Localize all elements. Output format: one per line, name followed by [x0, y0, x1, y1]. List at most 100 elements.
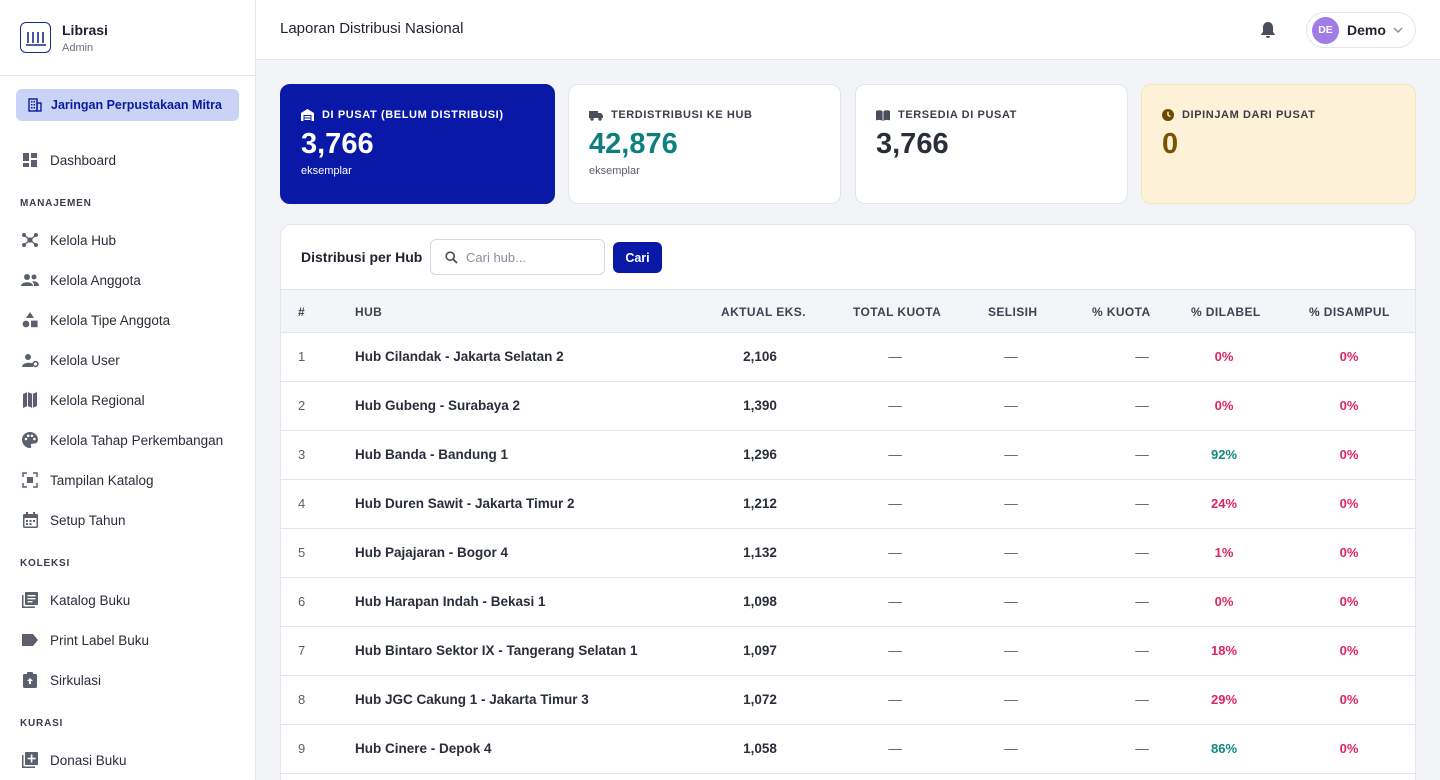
palette-icon: [20, 430, 40, 450]
table-row[interactable]: 2 Hub Gubeng - Surabaya 2 1,390 — — — 0% 0%: [281, 382, 1415, 431]
cell-hub: Hub Bintaro Sektor IX - Tangerang Selata…: [355, 643, 638, 658]
sidebar-item-label: Sirkulasi: [50, 672, 102, 688]
cell-hub: Hub Duren Sawit - Jakarta Timur 2: [355, 496, 575, 511]
cell-aktual: 1,097: [743, 643, 777, 658]
map-icon: [20, 390, 40, 410]
cell-kuota: —: [888, 398, 902, 413]
stat-unit: eksemplar: [589, 164, 640, 177]
cell-aktual: 1,098: [743, 594, 777, 609]
sidebar-item-kelola-tahap[interactable]: Kelola Tahap Perkembangan: [20, 428, 223, 452]
building-icon: [28, 98, 42, 112]
col-header-kuota[interactable]: TOTAL KUOTA: [853, 305, 942, 319]
table-row[interactable]: 8 Hub JGC Cakung 1 - Jakarta Timur 3 1,072…: [281, 676, 1415, 725]
book-list-icon: [20, 590, 40, 610]
stat-label: DI PUSAT (BELUM DISTRIBUSI): [322, 109, 504, 121]
cell-kuota: —: [888, 643, 902, 658]
table-row[interactable]: 4 Hub Duren Sawit - Jakarta Timur 2 1,212 —…: [281, 480, 1415, 529]
brand-name: Librasi: [62, 21, 108, 38]
stat-card-terdistribusi: TERDISTRIBUSI KE HUB 42,876 eksemplar: [568, 84, 841, 204]
table-row[interactable]: 3 Hub Banda - Bandung 1 1,296 — — — 92% 0%: [281, 431, 1415, 480]
clock-icon: [1162, 109, 1174, 121]
sidebar-item-print-label[interactable]: Print Label Buku: [20, 628, 149, 652]
sidebar-item-donasi-buku[interactable]: Donasi Buku: [20, 748, 127, 772]
nav-section-koleksi: KOLEKSI: [20, 558, 71, 569]
stat-unit: eksemplar: [301, 164, 352, 177]
table-row[interactable]: 9 Hub Cinere - Depok 4 1,058 — — — 86% 0%: [281, 725, 1415, 774]
sidebar-item-kelola-hub[interactable]: Kelola Hub: [20, 228, 116, 252]
panel-title: Distribusi per Hub: [301, 249, 423, 265]
cell-pct-kuota: —: [1135, 741, 1149, 756]
col-header-selisih[interactable]: SELISIH: [988, 305, 1038, 319]
brand[interactable]: Librasi Admin: [0, 0, 255, 76]
cell-selisih: —: [1004, 643, 1018, 658]
sidebar-item-sirkulasi[interactable]: Sirkulasi: [20, 668, 101, 692]
cell-no: 3: [298, 447, 306, 462]
search-icon: [445, 250, 458, 264]
cell-pct-sampul: 0%: [1339, 594, 1359, 609]
cell-pct-label: 0%: [1214, 594, 1234, 609]
cell-kuota: —: [888, 692, 902, 707]
avatar: DE: [1312, 16, 1339, 44]
cell-pct-kuota: —: [1135, 398, 1149, 413]
stat-label: DIPINJAM DARI PUSAT: [1182, 109, 1316, 121]
cell-pct-kuota: —: [1135, 496, 1149, 511]
sidebar-item-dashboard[interactable]: Dashboard: [20, 148, 116, 172]
bell-icon[interactable]: [1258, 20, 1278, 40]
col-header-pct-sampul[interactable]: % DISAMPUL: [1309, 305, 1390, 319]
table-row[interactable]: 6 Hub Harapan Indah - Bekasi 1 1,098 — — — 0% 0…: [281, 578, 1415, 627]
table-row[interactable]: 5 Hub Pajajaran - Bogor 4 1,132 — — — 1% 0%: [281, 529, 1415, 578]
sidebar-item-kelola-regional[interactable]: Kelola Regional: [20, 388, 145, 412]
table-row[interactable]: 1 Hub Cilandak - Jakarta Selatan 2 2,106 — —…: [281, 333, 1415, 382]
sidebar-item-label: Kelola User: [50, 352, 120, 368]
cell-selisih: —: [1004, 349, 1018, 364]
shapes-icon: [20, 310, 40, 330]
sidebar-item-label: Kelola Anggota: [50, 272, 141, 288]
search-button[interactable]: Cari: [613, 242, 662, 273]
sidebar-item-setup-tahun[interactable]: Setup Tahun: [20, 508, 126, 532]
col-header-hub[interactable]: HUB: [355, 305, 383, 319]
cell-aktual: 1,058: [743, 741, 777, 756]
cell-hub: Hub Gubeng - Surabaya 2: [355, 398, 521, 413]
page-title: Laporan Distribusi Nasional: [280, 20, 464, 37]
stat-value: 42,876: [589, 128, 678, 160]
search-input[interactable]: [466, 249, 586, 265]
sidebar: Librasi Admin Jaringan Perpustakaan Mitr…: [0, 0, 256, 780]
stat-card-di-pusat: DI PUSAT (BELUM DISTRIBUSI) 3,766 eksemp…: [280, 84, 555, 204]
col-header-pct-kuota[interactable]: % KUOTA: [1092, 305, 1151, 319]
search-field[interactable]: [430, 239, 605, 275]
sidebar-item-tampilan-katalog[interactable]: Tampilan Katalog: [20, 468, 154, 492]
cell-pct-sampul: 0%: [1339, 643, 1359, 658]
sidebar-item-label: Katalog Buku: [50, 592, 131, 608]
cell-pct-label: 18%: [1210, 643, 1238, 658]
sidebar-item-kelola-user[interactable]: Kelola User: [20, 348, 120, 372]
cell-hub: Hub Harapan Indah - Bekasi 1: [355, 594, 546, 609]
col-header-pct-label[interactable]: % DILABEL: [1191, 305, 1261, 319]
cell-aktual: 1,296: [743, 447, 777, 462]
cell-selisih: —: [1004, 545, 1018, 560]
brand-role: Admin: [62, 41, 94, 54]
col-header-aktual[interactable]: AKTUAL EKS.: [721, 305, 806, 319]
cell-hub: Hub Pajajaran - Bogor 4: [355, 545, 509, 560]
cell-pct-kuota: —: [1135, 643, 1149, 658]
calendar-icon: [20, 510, 40, 530]
stat-value: 3,766: [301, 128, 374, 160]
sidebar-item-label: Kelola Regional: [50, 392, 145, 408]
cell-hub: Hub JGC Cakung 1 - Jakarta Timur 3: [355, 692, 589, 707]
cell-aktual: 1,132: [743, 545, 777, 560]
org-switcher[interactable]: Jaringan Perpustakaan Mitra: [16, 89, 239, 121]
sidebar-item-kelola-tipe-anggota[interactable]: Kelola Tipe Anggota: [20, 308, 170, 332]
cell-aktual: 1,390: [743, 398, 777, 413]
user-menu[interactable]: DE Demo: [1306, 12, 1416, 48]
stat-value: 3,766: [876, 128, 949, 160]
cell-selisih: —: [1004, 692, 1018, 707]
sidebar-item-label: Print Label Buku: [50, 632, 150, 648]
cell-aktual: 1,212: [743, 496, 777, 511]
sidebar-item-katalog-buku[interactable]: Katalog Buku: [20, 588, 130, 612]
sidebar-item-kelola-anggota[interactable]: Kelola Anggota: [20, 268, 141, 292]
top-bar: Laporan Distribusi Nasional DE Demo: [256, 0, 1440, 60]
table-row[interactable]: 7 Hub Bintaro Sektor IX - Tangerang Selat…: [281, 627, 1415, 676]
sidebar-item-label: Dashboard: [50, 152, 117, 168]
cell-pct-sampul: 0%: [1339, 398, 1359, 413]
stat-label: TERSEDIA DI PUSAT: [898, 109, 1017, 121]
users-icon: [20, 270, 40, 290]
